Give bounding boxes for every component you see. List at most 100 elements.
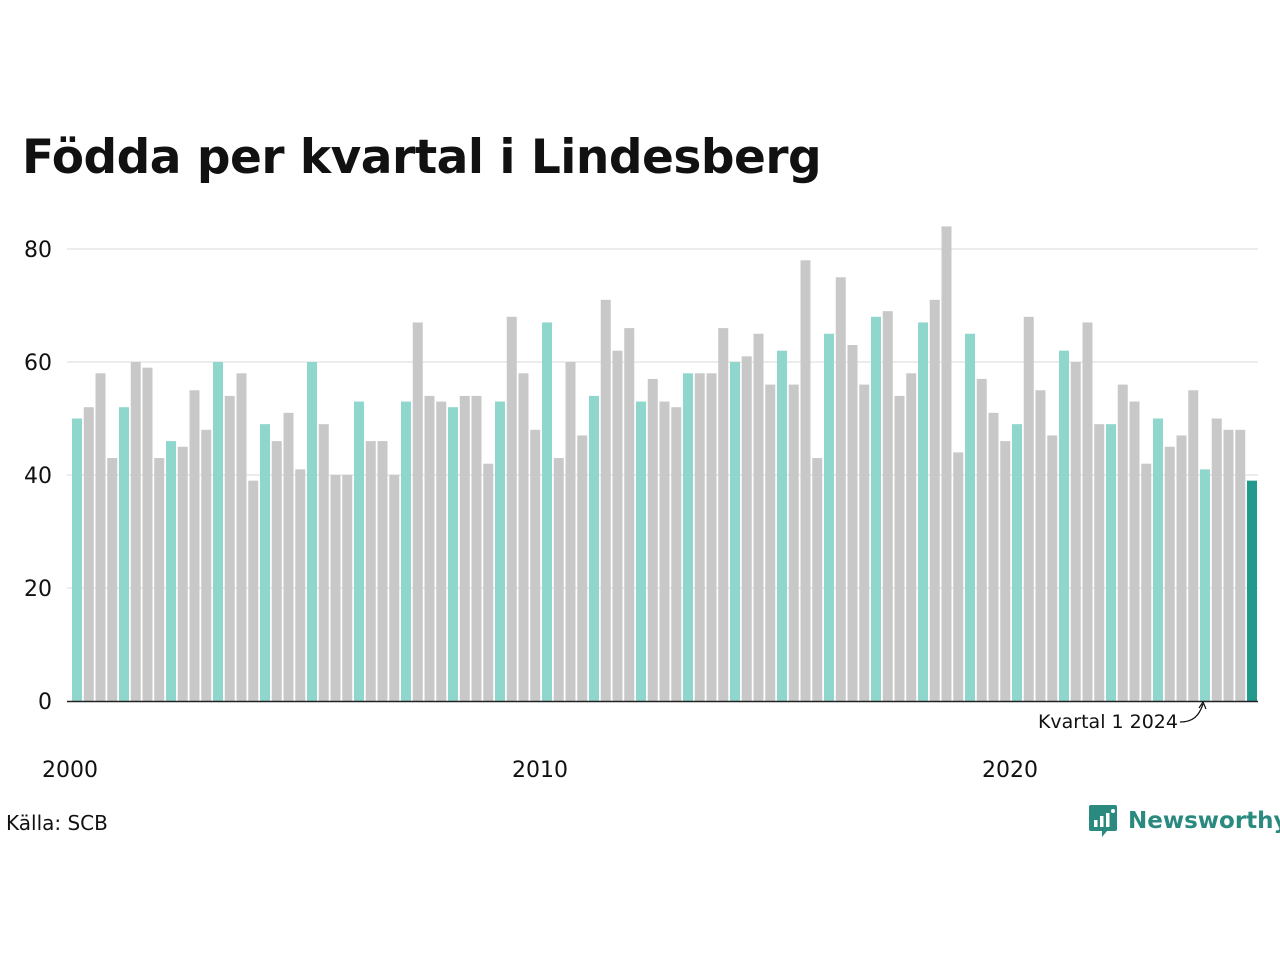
bar [988, 412, 999, 701]
bar [941, 226, 952, 701]
bar [318, 424, 329, 701]
bar [189, 390, 200, 701]
bar [694, 373, 705, 701]
bar [483, 463, 494, 701]
bar [271, 441, 282, 701]
bar [260, 424, 270, 701]
bar [800, 260, 811, 701]
bar [565, 362, 576, 701]
bar [377, 441, 388, 701]
bar [1094, 424, 1105, 701]
bar [600, 299, 611, 701]
bar [918, 322, 928, 701]
x-tick-label: 2010 [512, 758, 568, 783]
bar [495, 401, 505, 701]
bar [718, 328, 729, 701]
bar [1141, 463, 1152, 701]
bar [342, 475, 353, 701]
bar [659, 401, 670, 701]
bar [1082, 322, 1093, 701]
bar [1047, 435, 1058, 701]
bar [624, 328, 635, 701]
bar [1223, 429, 1234, 701]
newsworthy-logo-icon [1089, 805, 1117, 837]
bar [283, 412, 294, 701]
bar [1129, 401, 1140, 701]
bar [506, 316, 517, 701]
bar [448, 407, 458, 701]
bar [871, 316, 881, 701]
bar [354, 401, 364, 701]
bar [107, 458, 118, 701]
bar [83, 407, 94, 701]
bar [295, 469, 306, 701]
bar [1188, 390, 1199, 701]
bar [765, 384, 776, 701]
bar [1059, 350, 1069, 701]
bar [589, 395, 599, 701]
bar [130, 362, 141, 701]
bar [518, 373, 529, 701]
bar [248, 480, 259, 701]
bar [166, 441, 176, 701]
bar [706, 373, 717, 701]
bar [1153, 418, 1163, 701]
bar [365, 441, 376, 701]
bar [142, 367, 153, 701]
bar [753, 333, 764, 701]
bar [530, 429, 541, 701]
bar [906, 373, 917, 701]
bar [1176, 435, 1187, 701]
bar-chart: 0 20 40 60 80 2000 2010 2020 Kvartal 1 2024 [24, 226, 1258, 783]
bar [788, 384, 799, 701]
x-tick-label: 2020 [982, 758, 1038, 783]
y-tick-label: 0 [38, 690, 52, 715]
bar [835, 277, 846, 701]
y-tick-label: 60 [24, 351, 52, 376]
x-axis-ticks: 2000 2010 2020 [42, 758, 1038, 783]
bar [1117, 384, 1128, 701]
bar [553, 458, 564, 701]
bar [201, 429, 212, 701]
bar [1211, 418, 1222, 701]
bar [389, 475, 400, 701]
y-tick-label: 80 [24, 238, 52, 263]
y-tick-label: 20 [24, 577, 52, 602]
y-tick-label: 40 [24, 464, 52, 489]
newsworthy-brand[interactable]: Newsworthy [1088, 804, 1280, 838]
bar [236, 373, 247, 701]
bar [330, 475, 341, 701]
bar [859, 384, 870, 701]
bar [730, 362, 740, 701]
bar [224, 395, 235, 701]
bar [777, 350, 787, 701]
bar [1200, 469, 1210, 701]
brand-name: Newsworthy [1128, 808, 1280, 834]
annotation-arrow [1179, 703, 1204, 723]
bar [647, 378, 658, 701]
bar [213, 362, 223, 701]
bar [424, 395, 435, 701]
bar [1000, 441, 1011, 701]
bar [683, 373, 693, 701]
bar [1164, 446, 1175, 701]
bar [119, 407, 129, 701]
bar [812, 458, 823, 701]
bar [847, 345, 858, 701]
bar [1247, 480, 1257, 701]
bar [1012, 424, 1022, 701]
bar [741, 356, 752, 701]
bar [882, 311, 893, 701]
bar [577, 435, 588, 701]
bar [1023, 316, 1034, 701]
bar [95, 373, 106, 701]
bar [965, 333, 975, 701]
bar [471, 395, 482, 701]
chart-title: Födda per kvartal i Lindesberg [22, 130, 822, 185]
bar [612, 350, 623, 701]
bar [1070, 362, 1081, 701]
bars [72, 226, 1257, 701]
annotation-label: Kvartal 1 2024 [1038, 711, 1178, 733]
source-note: Källa: SCB [6, 811, 108, 835]
bar [929, 299, 940, 701]
